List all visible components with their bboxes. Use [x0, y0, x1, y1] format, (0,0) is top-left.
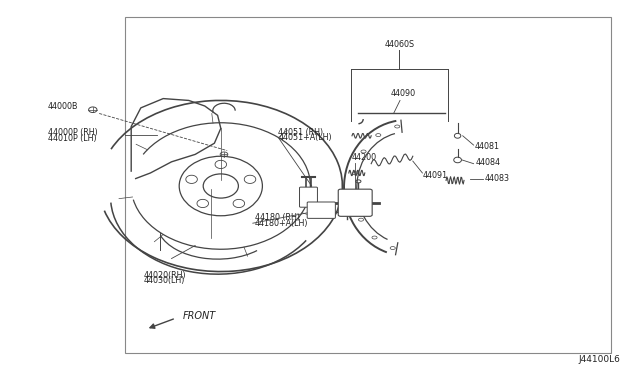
Text: 44051+A(LH): 44051+A(LH): [278, 133, 332, 142]
Text: 44084: 44084: [476, 158, 500, 167]
Text: 44060S: 44060S: [384, 40, 415, 49]
Bar: [125, 17, 611, 353]
FancyBboxPatch shape: [307, 202, 335, 218]
FancyBboxPatch shape: [339, 189, 372, 217]
Text: 44000B: 44000B: [48, 102, 79, 110]
Text: J44100L6: J44100L6: [579, 355, 621, 364]
FancyBboxPatch shape: [300, 187, 317, 207]
Text: 44010P (LH): 44010P (LH): [48, 134, 97, 143]
Text: 44020(RH): 44020(RH): [144, 271, 187, 280]
Text: 44090: 44090: [390, 89, 415, 97]
Text: 44180+A(LH): 44180+A(LH): [255, 219, 308, 228]
Text: FRONT: FRONT: [182, 311, 216, 321]
Text: 44083: 44083: [485, 174, 510, 183]
Text: 44091: 44091: [422, 171, 447, 180]
Text: 44081: 44081: [475, 142, 500, 151]
Text: 44180 (RH): 44180 (RH): [255, 214, 300, 222]
Text: 44000P (RH): 44000P (RH): [48, 128, 98, 137]
Text: 44030(LH): 44030(LH): [144, 276, 186, 285]
Text: 44051 (RH): 44051 (RH): [278, 128, 324, 137]
Text: 44200: 44200: [352, 153, 377, 162]
